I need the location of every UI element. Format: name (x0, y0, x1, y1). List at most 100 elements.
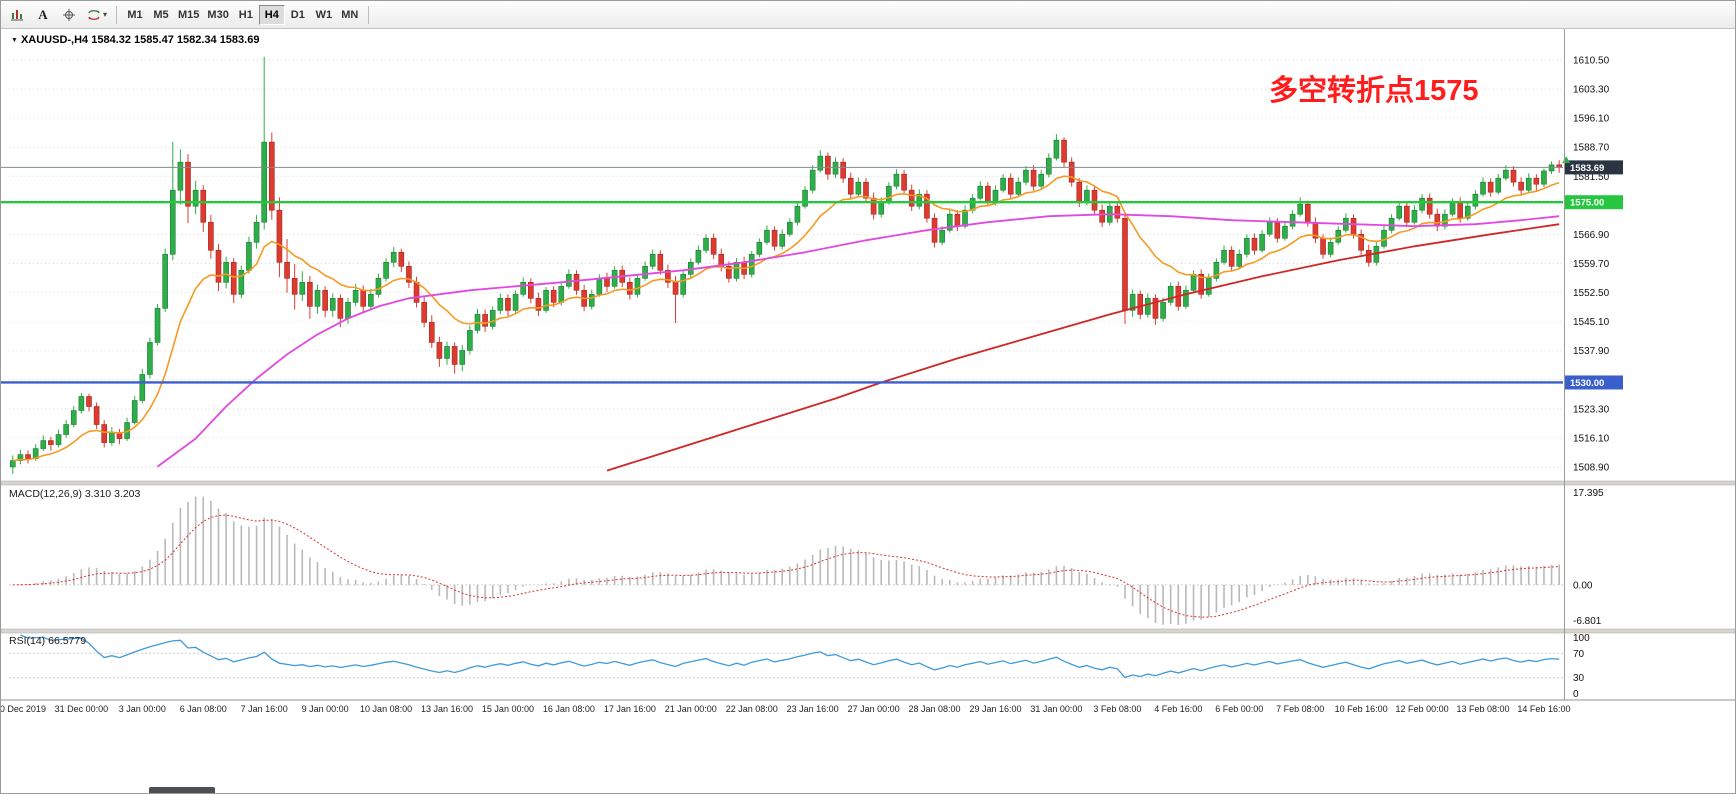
rsi-name: RSI(14) (9, 635, 46, 647)
time-axis-label: 6 Jan 08:00 (180, 704, 227, 714)
timeframe-button-d1[interactable]: D1 (285, 5, 311, 25)
candlestick-series (10, 56, 1562, 474)
symbol-title: ▼ XAUUSD-,H4 1584.32 1585.47 1582.34 1583… (11, 34, 259, 46)
timeframe-group: M1 M5 M15 M30 H1 H4 D1 W1 MN (122, 4, 363, 25)
price-tick-label: 1603.30 (1573, 85, 1610, 96)
time-axis-label: 21 Jan 00:00 (665, 704, 717, 714)
time-axis-label: 7 Feb 08:00 (1276, 704, 1324, 714)
time-axis-label: 27 Jan 00:00 (848, 704, 900, 714)
time-axis-label: 10 Jan 08:00 (360, 704, 412, 714)
price-tick-label: 1581.50 (1573, 172, 1610, 183)
price-tick-label: 1610.50 (1573, 56, 1610, 67)
toolbar-separator (367, 5, 369, 24)
time-axis-label: 22 Jan 08:00 (726, 704, 778, 714)
rsi-scale-label: 30 (1573, 673, 1585, 684)
time-axis-label: 31 Jan 00:00 (1030, 704, 1082, 714)
bottom-left-fragment (149, 787, 215, 793)
price-tick-label: 1596.10 (1573, 114, 1610, 125)
time-axis-label: 12 Feb 00:00 (1396, 704, 1449, 714)
price-tick-label: 1552.50 (1573, 288, 1610, 299)
main-toolbar: A ▾ M1 M5 M15 M30 H1 H4 D1 W1 MN (1, 1, 1735, 29)
price-tick-label: 1545.10 (1573, 317, 1610, 328)
price-grid (9, 59, 1563, 468)
panel-divider[interactable] (1, 480, 1736, 486)
time-axis-label: 14 Feb 16:00 (1517, 704, 1570, 714)
panel-divider[interactable] (1, 628, 1736, 634)
time-axis-label: 10 Feb 16:00 (1335, 704, 1388, 714)
symbol-dropdown-icon[interactable]: ▼ (11, 37, 18, 44)
rsi-value: 66.5779 (48, 635, 87, 647)
chart-bars-button[interactable] (5, 4, 29, 26)
timeframe-button-m30[interactable]: M30 (203, 5, 232, 25)
time-axis-label: 28 Jan 08:00 (909, 704, 961, 714)
time-axis-label: 29 Jan 16:00 (969, 704, 1021, 714)
macd-value-main: 3.310 (84, 488, 112, 500)
time-axis-label: 15 Jan 00:00 (482, 704, 534, 714)
time-axis-label: 3 Jan 00:00 (119, 704, 166, 714)
time-axis-label: 7 Jan 16:00 (241, 704, 288, 714)
macd-scale: 17.395 0.00 -6.801 (1573, 488, 1604, 627)
ma-slow-line (606, 223, 1560, 472)
macd-scale-label: -6.801 (1573, 616, 1602, 627)
price-tick-label: 1537.90 (1573, 346, 1610, 357)
time-axis-label: 9 Jan 00:00 (302, 704, 349, 714)
rsi-scale-label: 100 (1573, 633, 1590, 644)
toolbar-separator (116, 5, 118, 24)
price-tick-label: 1523.30 (1573, 404, 1610, 415)
time-axis: 30 Dec 2019 31 Dec 00:00 3 Jan 00:00 6 Jan … (1, 704, 1570, 714)
time-axis-label: 17 Jan 16:00 (604, 704, 656, 714)
timeframe-button-h1[interactable]: H1 (233, 5, 259, 25)
time-axis-label: 4 Feb 16:00 (1154, 704, 1202, 714)
timeframe-button-m15[interactable]: M15 (174, 5, 203, 25)
time-axis-label: 13 Jan 16:00 (421, 704, 473, 714)
crosshair-icon (63, 8, 75, 21)
price-tick-label: 1559.70 (1573, 259, 1610, 270)
price-badge-1530[interactable]: 1530.00 (1565, 375, 1623, 390)
time-axis-label: 31 Dec 00:00 (55, 704, 109, 714)
price-tick-label: 1566.90 (1573, 230, 1610, 241)
macd-histogram (19, 496, 1560, 625)
tick-arrow-icon (1562, 156, 1571, 164)
macd-scale-label: 0.00 (1573, 580, 1593, 591)
macd-signal-line (12, 514, 1560, 618)
timeframe-button-m1[interactable]: M1 (122, 5, 148, 25)
rsi-line (20, 634, 1560, 679)
timeframe-button-w1[interactable]: W1 (311, 5, 337, 25)
cycle-arrows-button[interactable]: ▾ (83, 4, 110, 26)
svg-text:1530.00: 1530.00 (1570, 378, 1604, 389)
ma-medium-line (156, 213, 1560, 468)
rsi-indicator-label: RSI(14) 66.5779 (9, 635, 86, 647)
macd-name: MACD(12,26,9) (9, 488, 82, 500)
time-axis-label: 16 Jan 08:00 (543, 704, 595, 714)
time-axis-label: 30 Dec 2019 (1, 704, 46, 714)
time-axis-label: 6 Feb 00:00 (1215, 704, 1263, 714)
svg-text:1575.00: 1575.00 (1570, 198, 1604, 209)
rsi-scale-label: 0 (1573, 689, 1579, 700)
symbol-ohlc-text: 1584.32 1585.47 1582.34 1583.69 (91, 34, 260, 46)
timeframe-button-h4[interactable]: H4 (258, 4, 285, 25)
price-badge-1575[interactable]: 1575.00 (1565, 195, 1623, 210)
crosshair-button[interactable] (57, 4, 81, 26)
ma-fast-line (12, 175, 1560, 462)
timeframe-button-m5[interactable]: M5 (148, 5, 174, 25)
chart-bars-icon (11, 9, 23, 20)
timeframe-button-mn[interactable]: MN (337, 5, 363, 25)
price-tick-label: 1516.10 (1573, 433, 1610, 444)
chart-canvas[interactable]: 1610.501603.301596.101588.701581.501574.… (1, 29, 1736, 794)
dropdown-caret-icon: ▾ (103, 10, 108, 19)
symbol-period-text: XAUUSD-,H4 (20, 34, 89, 46)
time-axis-label: 3 Feb 08:00 (1093, 704, 1141, 714)
time-axis-label: 23 Jan 16:00 (787, 704, 839, 714)
macd-value-signal: 3.203 (114, 488, 141, 500)
macd-indicator-label: MACD(12,26,9) 3.310 3.203 (9, 488, 140, 500)
price-badge-current[interactable]: 1583.69 (1565, 160, 1623, 175)
rsi-scale-label: 70 (1573, 649, 1585, 660)
rsi-scale: 100 70 30 0 (1573, 633, 1590, 700)
text-label-button[interactable]: A (31, 4, 55, 26)
chart-annotation-text[interactable]: 多空转折点1575 (1269, 75, 1479, 107)
time-axis-label: 13 Feb 08:00 (1456, 704, 1509, 714)
letter-a-glyph: A (38, 6, 48, 22)
price-scale: 1610.501603.301596.101588.701581.501574.… (1573, 56, 1610, 474)
macd-scale-label: 17.395 (1573, 488, 1604, 499)
